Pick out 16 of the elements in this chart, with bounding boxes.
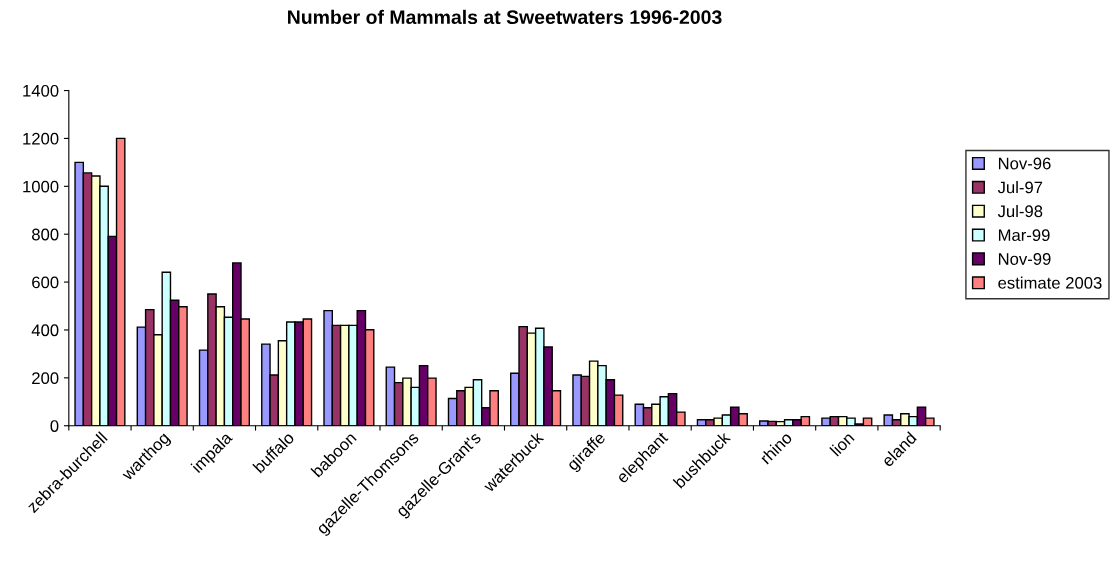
legend-label: estimate 2003 [998, 276, 1102, 289]
y-tick-label: 800 [32, 228, 59, 241]
y-tick-label: 400 [31, 324, 59, 337]
y-tick-label: 0 [50, 420, 59, 432]
chart-title: Number of Mammals at Sweetwaters 1996-2003 [288, 9, 722, 25]
legend-label: Jul-97 [997, 181, 1043, 194]
x-tick-label: lion [829, 431, 855, 457]
legend-label: Nov-96 [998, 157, 1051, 170]
y-tick-label: 1400 [23, 84, 59, 97]
y-tick-label: 200 [32, 372, 59, 385]
y-tick-label: 1200 [23, 132, 59, 145]
legend-label: Nov-99 [998, 253, 1051, 265]
legend-label: Jul-98 [997, 204, 1043, 218]
y-tick-label: 1000 [23, 180, 59, 193]
y-tick-label: 600 [32, 276, 59, 289]
legend-label: Mar-99 [998, 229, 1050, 242]
